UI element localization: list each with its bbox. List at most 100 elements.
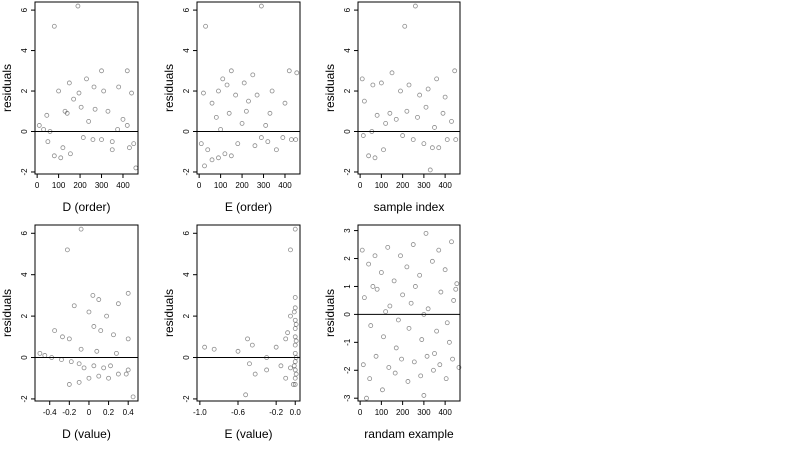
x-tick-label: 100 bbox=[375, 408, 389, 417]
data-point bbox=[293, 137, 299, 143]
data-point bbox=[228, 68, 234, 74]
y-tick-label: 6 bbox=[343, 7, 352, 12]
data-point bbox=[423, 230, 429, 236]
data-point bbox=[423, 104, 429, 110]
data-point bbox=[114, 350, 119, 356]
data-point bbox=[129, 90, 134, 96]
data-point bbox=[120, 116, 126, 122]
data-point bbox=[96, 373, 102, 379]
data-point bbox=[449, 239, 454, 245]
data-point bbox=[293, 355, 299, 360]
data-point bbox=[115, 301, 121, 307]
x-tick-label: 0 bbox=[35, 181, 40, 190]
data-point bbox=[293, 371, 299, 377]
data-point bbox=[378, 270, 384, 275]
x-tick-label: 200 bbox=[396, 181, 410, 190]
x-tick-label: -0.2 bbox=[62, 408, 76, 417]
data-point bbox=[400, 292, 406, 298]
data-point bbox=[36, 123, 42, 128]
data-point bbox=[391, 278, 397, 284]
data-point bbox=[292, 367, 298, 373]
data-point bbox=[370, 284, 376, 289]
data-point bbox=[64, 247, 70, 253]
data-point bbox=[125, 290, 131, 296]
x-axis-label: sample index bbox=[374, 200, 445, 214]
x-axis-label: E (order) bbox=[225, 200, 272, 214]
data-point bbox=[66, 80, 72, 86]
data-point bbox=[258, 135, 264, 140]
data-point bbox=[398, 253, 403, 259]
data-point bbox=[292, 305, 298, 311]
data-point bbox=[292, 375, 298, 381]
data-point bbox=[454, 281, 460, 287]
data-point bbox=[399, 356, 404, 362]
data-point bbox=[389, 70, 395, 76]
data-point bbox=[381, 334, 386, 340]
y-axis-label: residuals bbox=[0, 64, 14, 112]
data-point bbox=[201, 90, 206, 96]
y-tick-label: 3 bbox=[343, 228, 352, 233]
data-point bbox=[252, 371, 258, 377]
x-tick-label: 0 bbox=[358, 181, 363, 190]
data-point bbox=[398, 88, 403, 94]
data-point bbox=[226, 110, 232, 116]
data-point bbox=[289, 137, 294, 143]
x-tick-label: 0.4 bbox=[123, 408, 135, 417]
data-point bbox=[56, 88, 62, 94]
plot-frame bbox=[34, 1, 139, 175]
data-point bbox=[101, 88, 107, 94]
x-tick-label: 200 bbox=[73, 181, 87, 190]
data-point bbox=[374, 112, 380, 118]
data-point bbox=[359, 76, 365, 82]
plot-frame bbox=[357, 224, 461, 402]
data-point bbox=[291, 363, 297, 369]
data-point bbox=[411, 359, 417, 365]
data-point bbox=[404, 108, 410, 114]
data-point bbox=[292, 382, 298, 387]
data-point bbox=[75, 3, 81, 9]
data-point bbox=[99, 68, 104, 74]
data-point bbox=[239, 121, 245, 126]
data-point bbox=[402, 23, 408, 29]
y-tick-label: 4 bbox=[343, 48, 352, 53]
data-point bbox=[235, 141, 241, 147]
data-point bbox=[292, 326, 298, 331]
data-point bbox=[94, 348, 100, 354]
data-point bbox=[96, 297, 102, 302]
x-tick-label: 300 bbox=[417, 181, 431, 190]
data-point bbox=[367, 376, 373, 382]
data-point bbox=[52, 328, 58, 334]
data-point bbox=[105, 108, 111, 114]
data-point bbox=[404, 264, 410, 270]
y-tick-label: 4 bbox=[182, 48, 191, 53]
data-point bbox=[440, 110, 446, 116]
data-point bbox=[292, 226, 298, 232]
y-tick-label: 2 bbox=[343, 256, 352, 261]
data-point bbox=[216, 88, 221, 94]
data-point bbox=[115, 127, 121, 132]
data-point bbox=[364, 395, 369, 401]
data-point bbox=[84, 76, 89, 82]
y-axis-label: residuals bbox=[323, 289, 337, 337]
y-tick-label: 2 bbox=[182, 313, 191, 318]
y-tick-label: 4 bbox=[20, 48, 29, 53]
y-axis-label: residuals bbox=[162, 64, 176, 112]
x-tick-label: -0.4 bbox=[43, 408, 57, 417]
x-tick-label: 0.2 bbox=[103, 408, 115, 417]
y-tick-label: 0 bbox=[182, 355, 191, 360]
y-tick-label: -2 bbox=[343, 366, 352, 374]
x-tick-label: -0.6 bbox=[231, 408, 245, 417]
y-tick-label: 6 bbox=[20, 231, 29, 236]
data-point bbox=[366, 261, 372, 267]
data-point bbox=[387, 303, 393, 309]
plot-panel-2: 0 100 200 300 400 -2 0 2 4 6 E (order) residuals bbox=[162, 1, 301, 214]
data-point bbox=[202, 344, 208, 350]
data-point bbox=[76, 361, 82, 367]
data-point bbox=[421, 141, 427, 147]
data-point bbox=[92, 106, 98, 112]
data-point bbox=[131, 141, 137, 147]
data-point bbox=[395, 317, 401, 323]
x-tick-label: 400 bbox=[116, 181, 130, 190]
data-point bbox=[64, 110, 70, 116]
data-point bbox=[224, 82, 230, 88]
